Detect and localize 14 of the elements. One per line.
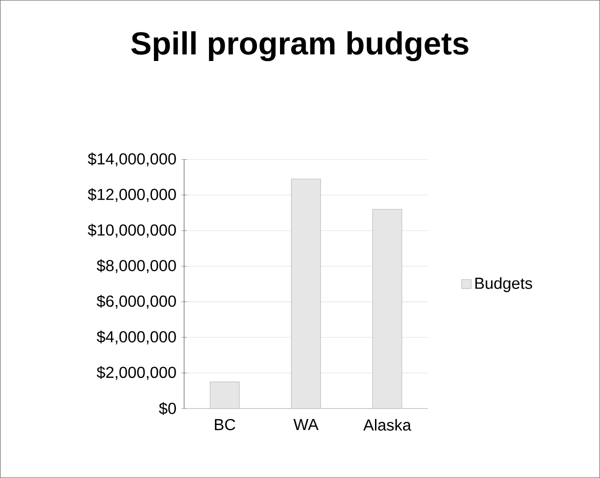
x-tick-label: WA (293, 418, 319, 430)
y-tick-label: $8,000,000 (96, 259, 176, 274)
x-tick-label: BC (214, 418, 236, 430)
y-tick-label: $12,000,000 (88, 188, 176, 202)
chart-title: Spill program budgets (131, 31, 468, 62)
y-tick-label: $14,000,000 (88, 152, 176, 166)
y-tick-label: $4,000,000 (96, 330, 176, 344)
legend-label: Budgets (475, 277, 532, 292)
y-tick-label: $10,000,000 (88, 224, 176, 238)
bar (210, 382, 240, 409)
x-tick-label: Alaska (363, 418, 412, 431)
y-tick-label: $2,000,000 (96, 366, 176, 380)
y-tick-label: $6,000,000 (96, 294, 176, 309)
y-tick-label: $0 (158, 402, 176, 415)
